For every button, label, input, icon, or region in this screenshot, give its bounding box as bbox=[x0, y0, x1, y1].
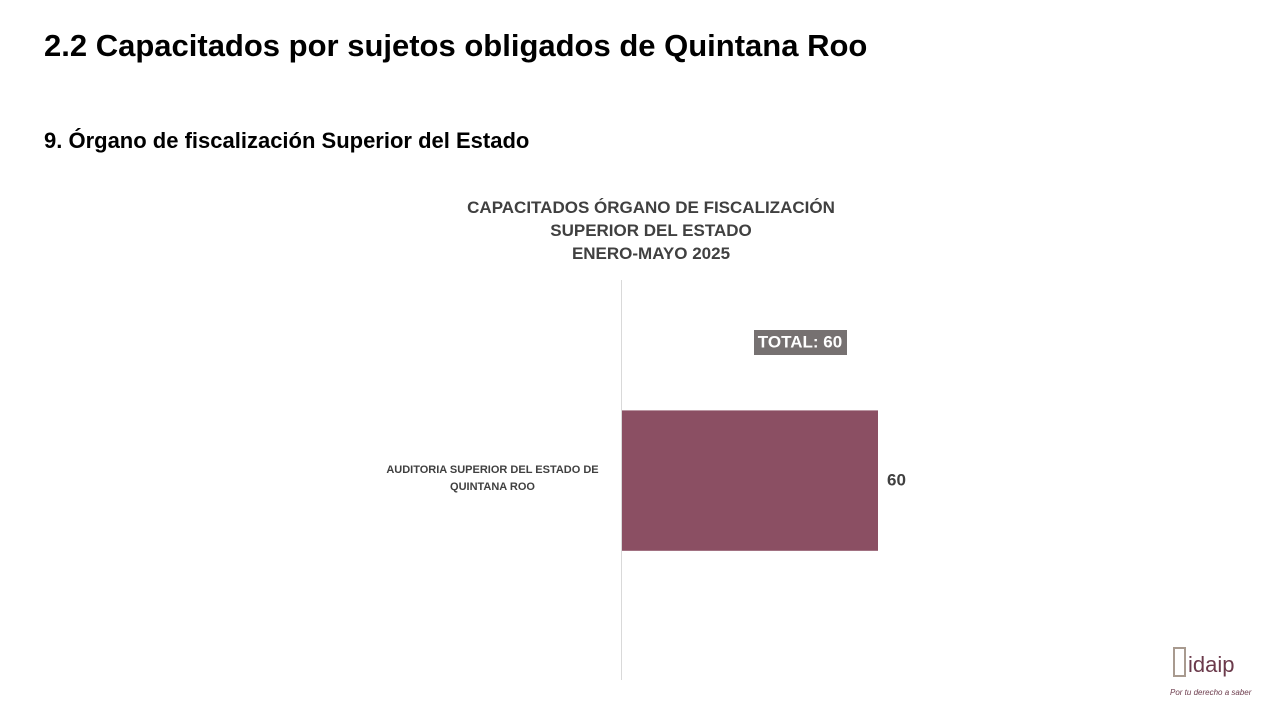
chart-subtitle: ENERO-MAYO 2025 bbox=[571, 244, 731, 263]
logo-icon bbox=[1173, 647, 1186, 677]
annotation-box bbox=[754, 330, 847, 355]
category-label: AUDITORIA SUPERIOR DEL ESTADO DE QUINTAN… bbox=[386, 464, 599, 493]
chart-title: CAPACITADOS ÓRGANO DE FISCALIZACIÓN SUPE… bbox=[467, 198, 835, 240]
bar bbox=[622, 410, 878, 551]
slide-title: 2.2 Capacitados por sujetos obligados de… bbox=[44, 28, 868, 63]
logo-tagline: Por tu derecho a saber bbox=[1170, 688, 1252, 697]
section-title: 9. Órgano de fiscalización Superior del … bbox=[44, 128, 530, 153]
logo-name: idaip bbox=[1188, 652, 1235, 677]
value-label: 60 bbox=[887, 470, 906, 489]
annotation: TOTAL: 60 bbox=[758, 332, 842, 351]
